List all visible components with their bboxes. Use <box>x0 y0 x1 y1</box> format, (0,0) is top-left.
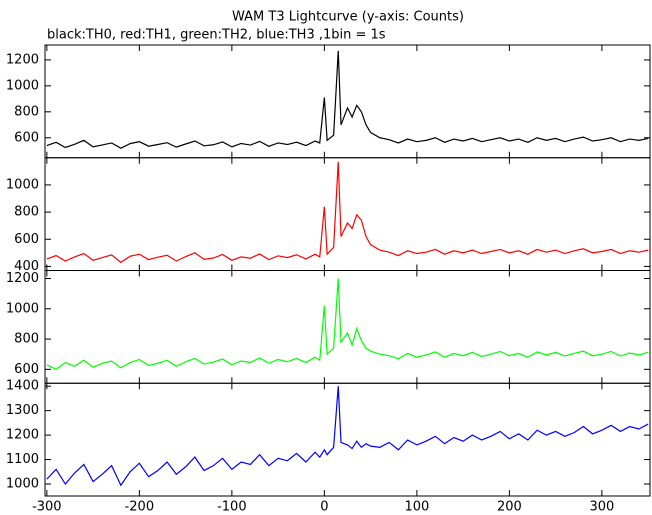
series-line <box>46 161 649 264</box>
plot-frame <box>44 157 651 271</box>
plot-frame <box>44 382 651 497</box>
y-tick-label: 800 <box>14 104 39 119</box>
x-tick-label: -100 <box>217 500 247 515</box>
x-tick-label: 0 <box>320 500 328 515</box>
x-tick-label: -200 <box>125 500 155 515</box>
y-tick-label: 400 <box>14 259 39 274</box>
y-tick-label: 600 <box>14 232 39 247</box>
y-tick-label: 1400 <box>6 379 39 394</box>
y-tick-label: 1000 <box>6 177 39 192</box>
y-tick-label: 1300 <box>6 403 39 418</box>
chart-subtitle: black:TH0, red:TH1, green:TH2, blue:TH3 … <box>47 28 386 43</box>
y-tick-label: 1200 <box>6 271 39 286</box>
x-tick-label: -300 <box>32 500 62 515</box>
y-tick-label: 1200 <box>6 428 39 443</box>
plot-frame <box>44 44 651 159</box>
y-tick-label: 1100 <box>6 452 39 467</box>
series-line <box>46 386 649 487</box>
y-tick-label: 1000 <box>6 78 39 93</box>
chart-title: WAM T3 Lightcurve (y-axis: Counts) <box>232 10 464 25</box>
y-tick-label: 1000 <box>6 301 39 316</box>
y-tick-label: 600 <box>14 362 39 377</box>
x-tick-label: 100 <box>404 500 429 515</box>
x-tick-label: 200 <box>497 500 522 515</box>
y-tick-label: 800 <box>14 332 39 347</box>
plot-frame <box>44 270 651 384</box>
y-tick-label: 1200 <box>6 52 39 67</box>
y-tick-label: 1000 <box>6 477 39 492</box>
series-line <box>46 50 649 149</box>
y-tick-label: 600 <box>14 130 39 145</box>
series-line <box>46 278 649 371</box>
y-tick-label: 800 <box>14 205 39 220</box>
x-tick-label: 300 <box>589 500 614 515</box>
